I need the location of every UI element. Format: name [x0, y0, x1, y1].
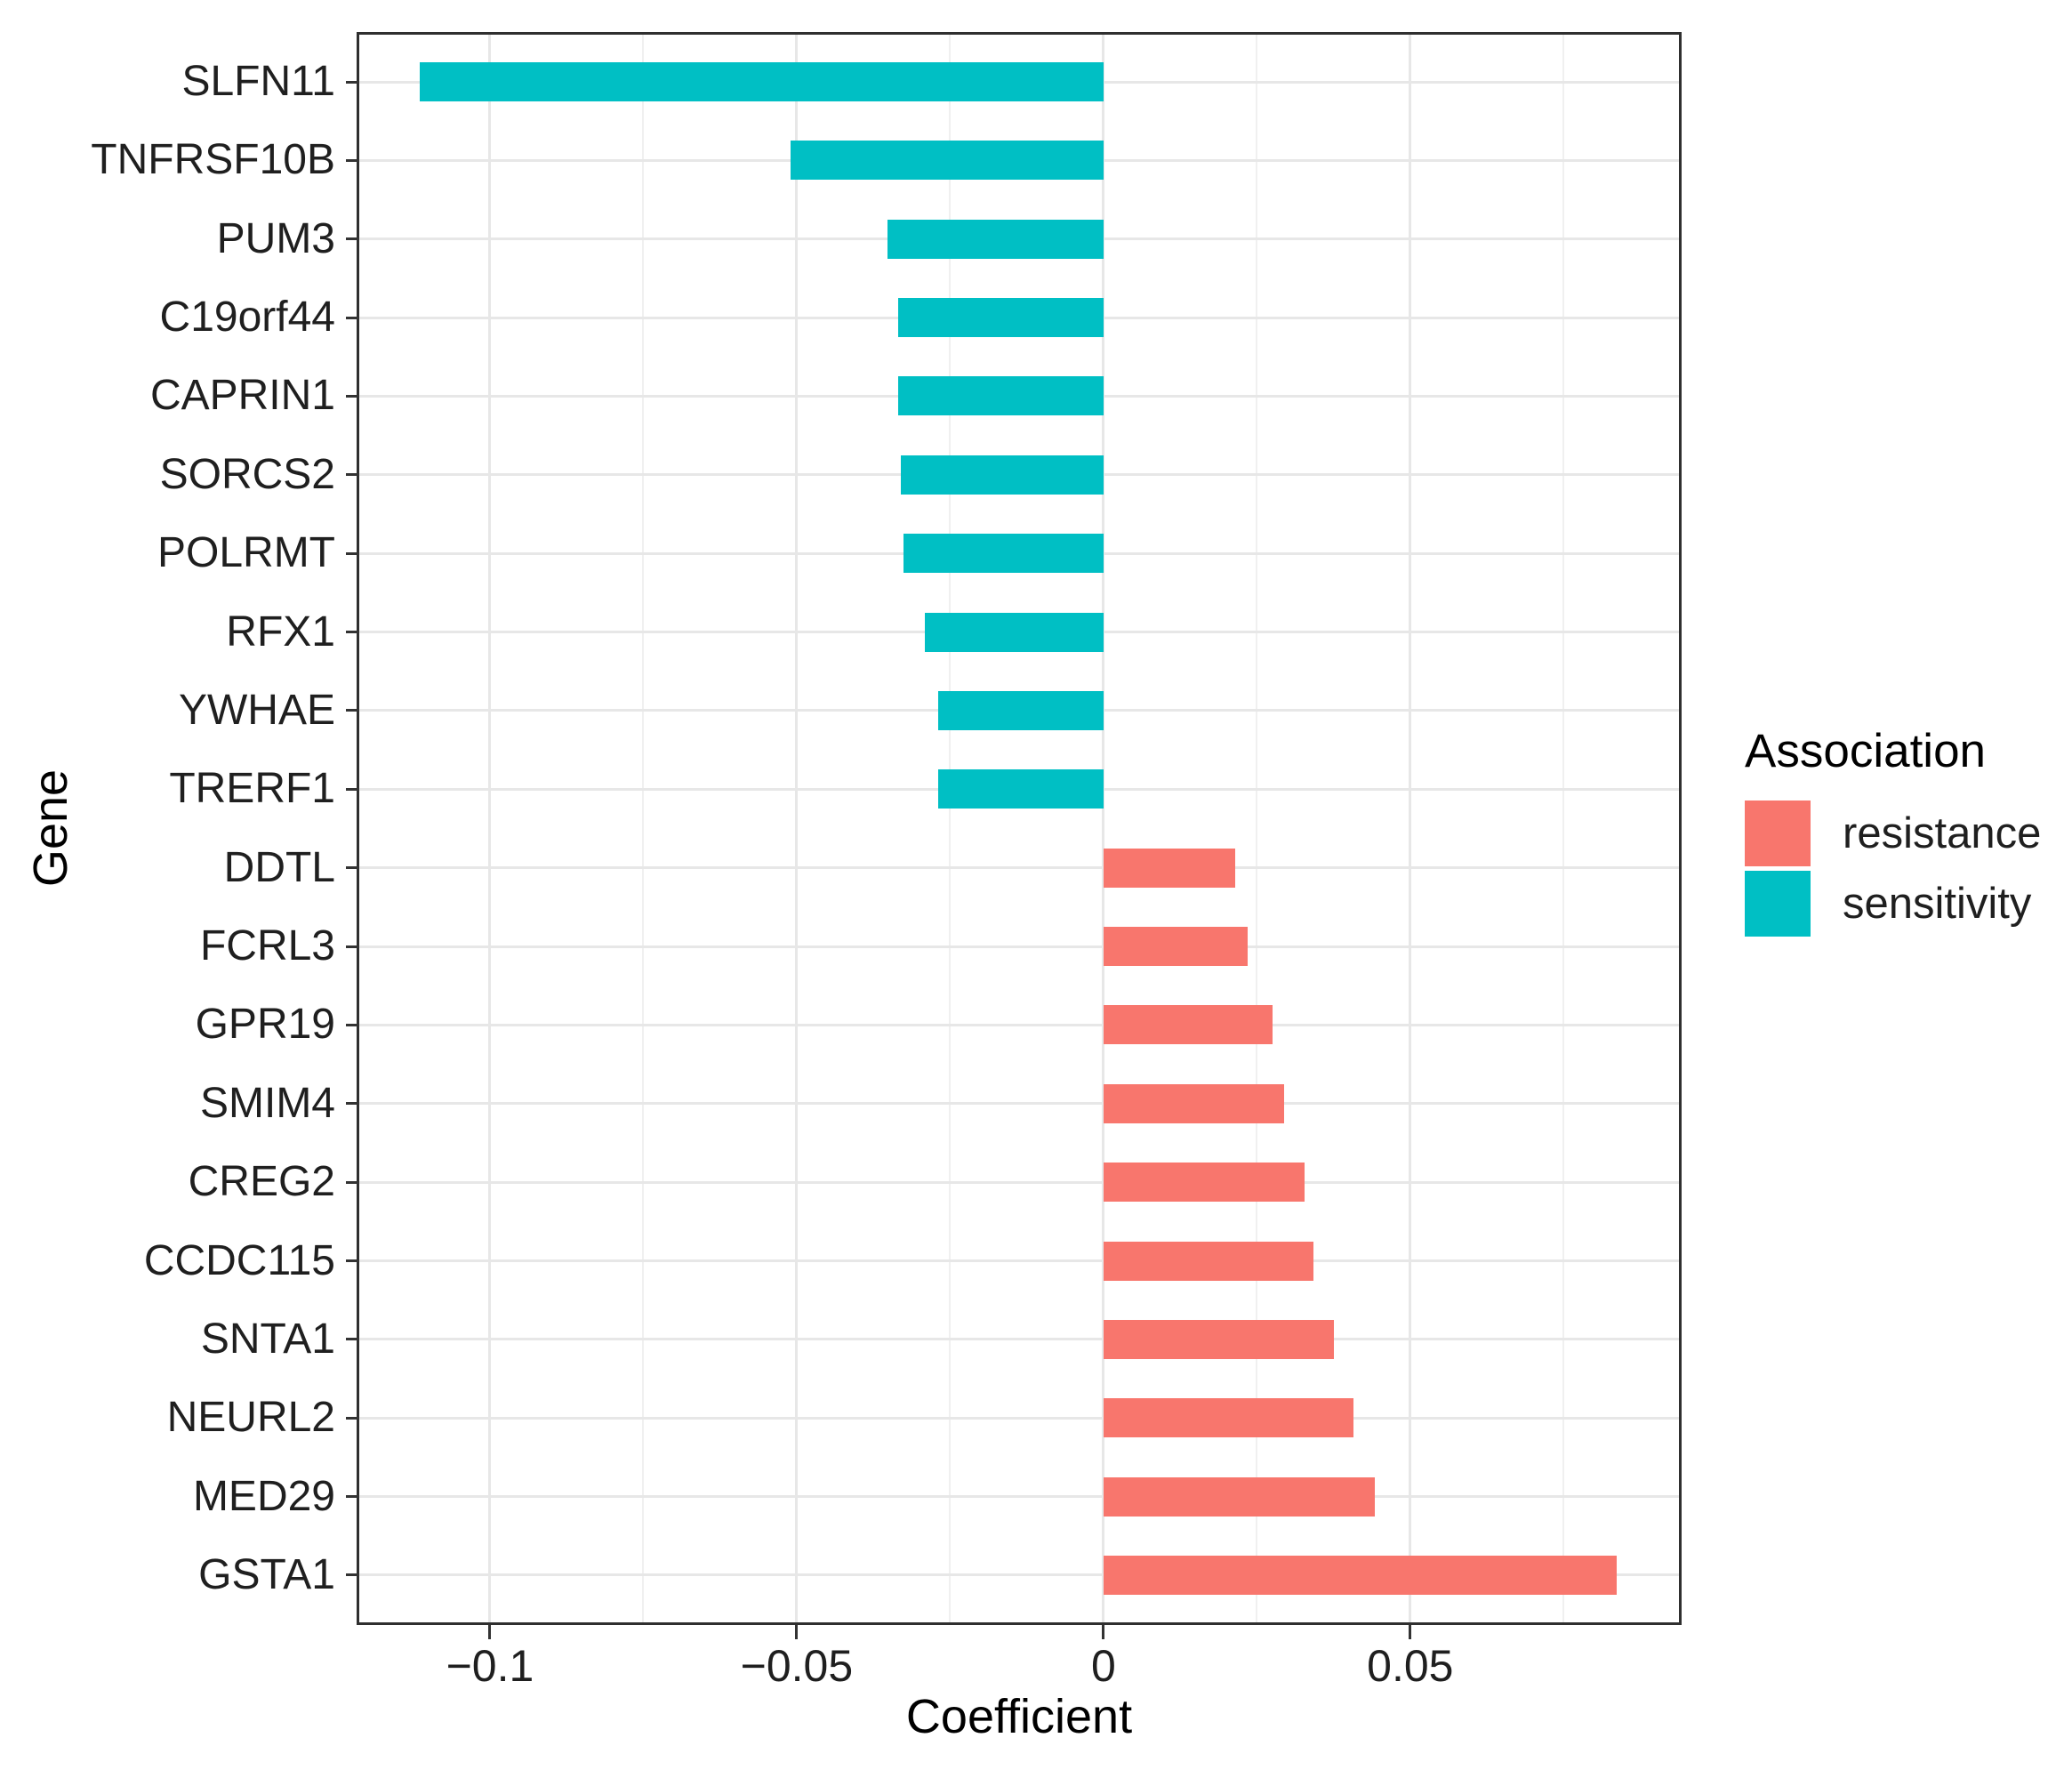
bar-TNFRSF10B — [791, 141, 1104, 181]
legend-label: resistance — [1843, 809, 2042, 857]
bar-POLRMT — [903, 534, 1104, 574]
y-axis-label: TRERF1 — [169, 765, 335, 813]
gridline-major — [1102, 35, 1105, 1622]
x-axis-tick-label: −0.05 — [740, 1641, 854, 1691]
legend-item-sensitivity: sensitivity — [1745, 871, 2070, 937]
bar-YWHAE — [937, 690, 1104, 730]
gridline-major — [1409, 35, 1412, 1622]
y-axis-label: FCRL3 — [199, 922, 335, 970]
x-axis-tick-label: −0.1 — [446, 1641, 534, 1691]
gridline-minor — [1562, 35, 1565, 1622]
gridline-minor — [642, 35, 645, 1622]
y-tick — [346, 1180, 359, 1184]
y-tick — [346, 1338, 359, 1341]
y-axis-label: TNFRSF10B — [91, 136, 335, 184]
y-axis-label: YWHAE — [178, 686, 335, 734]
y-axis-label: SORCS2 — [159, 450, 335, 498]
legend: Association resistance sensitivity — [1745, 724, 2070, 941]
bar-SORCS2 — [900, 455, 1104, 495]
x-tick — [795, 1625, 799, 1639]
x-tick — [488, 1625, 492, 1639]
x-tick — [1102, 1625, 1105, 1639]
bar-SLFN11 — [420, 62, 1104, 102]
y-tick — [346, 945, 359, 948]
legend-title: Association — [1745, 725, 1987, 777]
y-axis-label: POLRMT — [157, 529, 335, 577]
y-axis-label: NEURL2 — [166, 1394, 335, 1442]
y-axis-title: Gene — [24, 768, 77, 888]
gridline-row — [359, 1102, 1679, 1106]
bar-RFX1 — [925, 612, 1104, 652]
gridline-row — [359, 1573, 1679, 1577]
y-axis-label: GSTA1 — [198, 1550, 335, 1598]
y-tick — [346, 1495, 359, 1499]
bar-MED29 — [1103, 1476, 1376, 1517]
legend-key-sensitivity — [1745, 871, 1811, 937]
y-axis-label: CREG2 — [188, 1158, 335, 1206]
bar-CCDC115 — [1103, 1241, 1314, 1281]
y-axis-label: SMIM4 — [199, 1079, 335, 1127]
x-axis-tick-label: 0 — [1090, 1641, 1116, 1691]
bar-C19orf44 — [897, 298, 1104, 338]
gridline-major — [488, 35, 492, 1622]
y-axis-label: GPR19 — [195, 1001, 335, 1049]
y-tick — [346, 473, 359, 477]
gridline-minor — [949, 35, 952, 1622]
y-tick — [346, 631, 359, 634]
plot-panel — [357, 32, 1682, 1625]
gridline-row — [359, 1495, 1679, 1499]
bar-GSTA1 — [1103, 1555, 1617, 1595]
gridline-row — [359, 945, 1679, 948]
y-axis-label: SNTA1 — [200, 1315, 335, 1363]
gridline-row — [359, 1416, 1679, 1420]
y-tick — [346, 866, 359, 870]
gridline-minor — [1256, 35, 1258, 1622]
gridline-row — [359, 1180, 1679, 1184]
legend-items: resistance sensitivity — [1745, 801, 2070, 937]
legend-label: sensitivity — [1843, 880, 2032, 928]
y-tick — [346, 80, 359, 84]
bar-DDTL — [1103, 848, 1236, 888]
gridline-row — [359, 1259, 1679, 1262]
y-tick — [346, 787, 359, 791]
y-axis-label: DDTL — [223, 843, 335, 891]
y-axis-label: C19orf44 — [159, 294, 335, 342]
legend-key-resistance — [1745, 801, 1811, 866]
gridline-row — [359, 866, 1679, 870]
legend-item-resistance: resistance — [1745, 801, 2070, 866]
y-tick — [346, 1416, 359, 1420]
y-axis-label: PUM3 — [216, 214, 335, 262]
bar-CAPRIN1 — [898, 376, 1104, 416]
y-tick — [346, 158, 359, 162]
bar-NEURL2 — [1103, 1398, 1354, 1438]
bar-GPR19 — [1103, 1005, 1273, 1045]
bar-PUM3 — [887, 219, 1104, 259]
x-axis-tick-label: 0.05 — [1367, 1641, 1454, 1691]
y-tick — [346, 237, 359, 241]
y-tick — [346, 1102, 359, 1106]
y-tick — [346, 709, 359, 712]
gridline-major — [795, 35, 799, 1622]
bar-SNTA1 — [1103, 1319, 1334, 1359]
y-axis-label: MED29 — [192, 1472, 335, 1520]
y-tick — [346, 394, 359, 398]
y-tick — [346, 1259, 359, 1262]
gridline-row — [359, 1023, 1679, 1026]
y-tick — [346, 1573, 359, 1577]
bar-CREG2 — [1103, 1163, 1305, 1203]
y-axis-label: SLFN11 — [181, 58, 335, 106]
x-axis-title: Coefficient — [905, 1690, 1133, 1743]
gridline-row — [359, 1338, 1679, 1341]
bar-TRERF1 — [937, 769, 1104, 809]
y-tick — [346, 551, 359, 555]
x-tick — [1409, 1625, 1412, 1639]
bar-FCRL3 — [1103, 927, 1248, 967]
y-axis-label: CCDC115 — [143, 1236, 335, 1284]
y-tick — [346, 316, 359, 319]
bar-SMIM4 — [1103, 1083, 1285, 1123]
y-tick — [346, 1023, 359, 1026]
y-axis-label: RFX1 — [226, 607, 335, 656]
y-axis-label: CAPRIN1 — [149, 372, 335, 420]
